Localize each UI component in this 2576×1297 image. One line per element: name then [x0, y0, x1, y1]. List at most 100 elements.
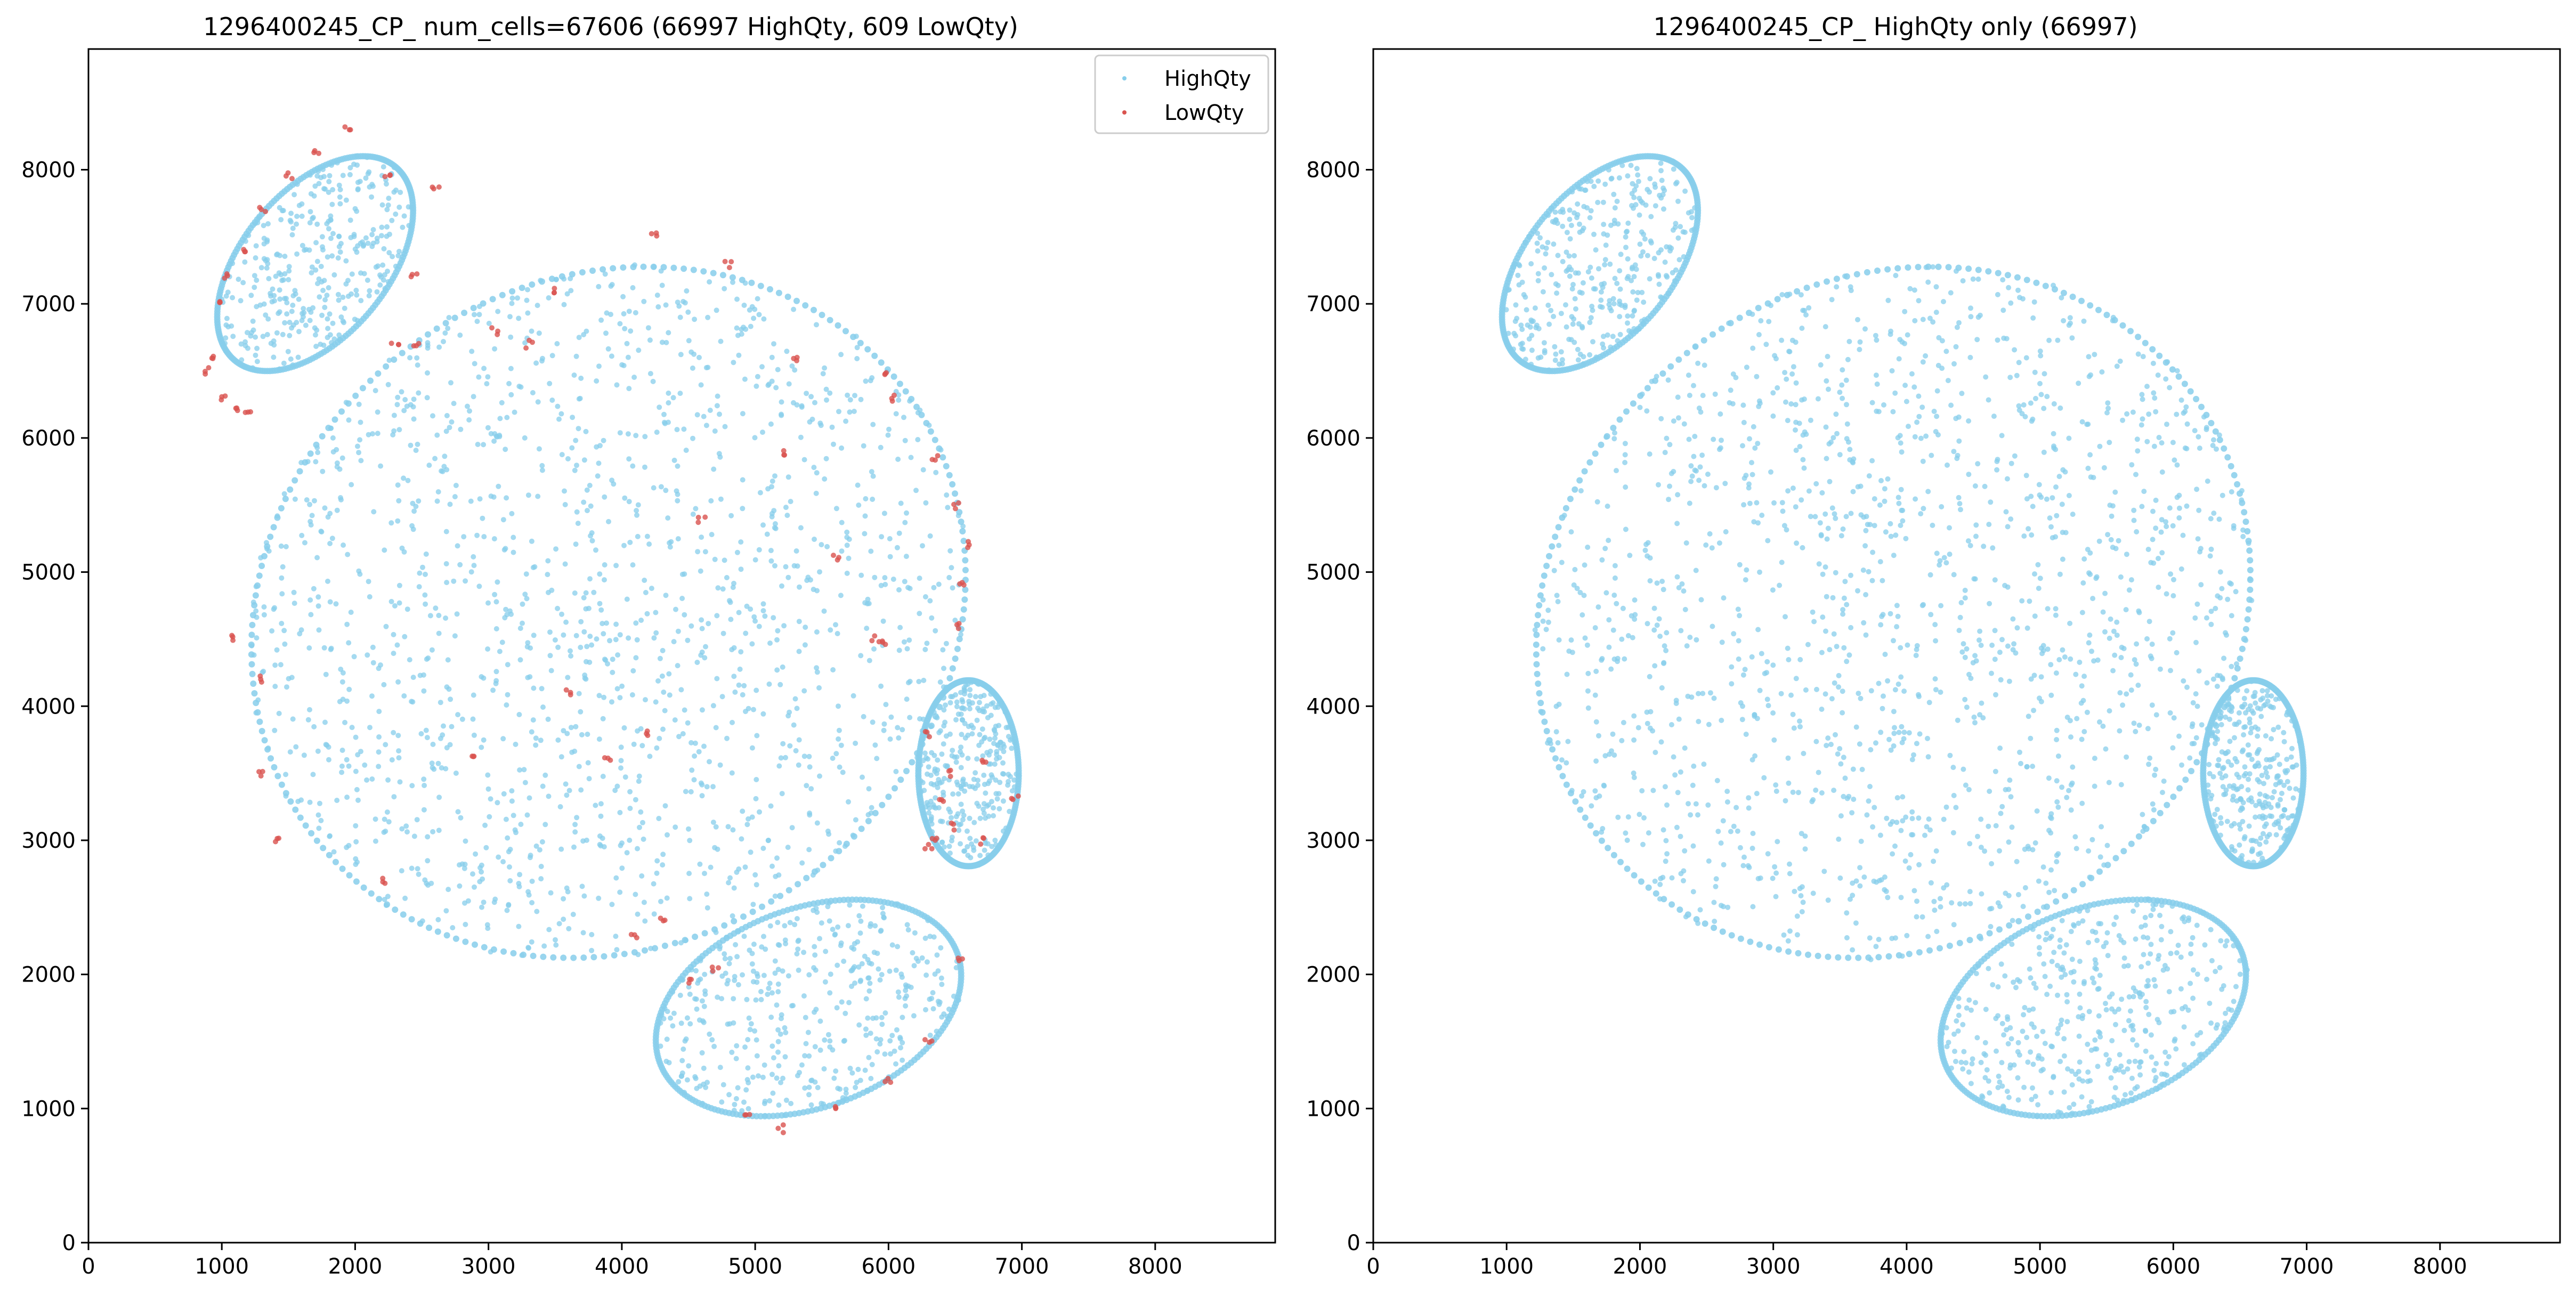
point-highqty: [1829, 696, 1835, 702]
point-highqty: [1846, 652, 1852, 658]
point-highqty: [248, 293, 254, 298]
point-highqty: [943, 463, 950, 469]
point-highqty: [1664, 435, 1670, 441]
point-highqty: [1551, 568, 1557, 573]
point-highqty: [395, 679, 401, 685]
point-highqty: [781, 623, 787, 629]
point-highqty: [2059, 784, 2065, 790]
point-highqty: [974, 756, 980, 762]
point-highqty: [1895, 495, 1901, 500]
point-highqty: [485, 786, 491, 792]
point-highqty: [1639, 788, 1645, 793]
point-highqty: [1559, 560, 1565, 565]
point-highqty: [949, 665, 956, 672]
point-highqty: [895, 456, 901, 462]
point-highqty: [1813, 481, 1819, 487]
point-highqty: [2140, 416, 2145, 422]
point-lowqty: [289, 176, 295, 182]
point-highqty: [242, 343, 248, 348]
point-highqty: [752, 618, 758, 624]
point-highqty: [249, 670, 256, 677]
point-highqty: [787, 920, 793, 926]
point-highqty: [833, 1068, 839, 1074]
point-highqty: [862, 531, 868, 537]
point-highqty: [601, 437, 606, 443]
point-highqty: [501, 791, 507, 797]
point-highqty: [649, 586, 654, 591]
point-highqty: [407, 355, 413, 361]
point-highqty: [1901, 688, 1907, 694]
point-highqty: [2025, 844, 2031, 849]
point-lowqty: [234, 405, 240, 411]
point-highqty: [1673, 701, 1679, 706]
point-highqty: [761, 972, 767, 978]
point-highqty: [306, 645, 312, 651]
point-lowqty: [929, 457, 935, 463]
point-highqty: [1898, 523, 1903, 528]
point-lowqty: [431, 186, 436, 192]
point-highqty: [555, 644, 561, 650]
point-highqty: [701, 1003, 707, 1009]
point-highqty: [315, 603, 321, 609]
point-highqty: [682, 1038, 688, 1044]
point-highqty: [746, 1015, 752, 1021]
point-highqty: [636, 347, 642, 353]
point-highqty: [305, 717, 311, 723]
point-highqty: [2145, 547, 2151, 552]
point-highqty: [1844, 602, 1850, 607]
point-highqty: [271, 354, 277, 360]
point-highqty: [1659, 579, 1665, 584]
point-highqty: [1874, 408, 1880, 414]
point-highqty: [339, 865, 346, 872]
point-highqty: [1593, 758, 1599, 764]
point-highqty: [1614, 601, 1619, 606]
point-highqty: [695, 549, 701, 555]
point-highqty: [1888, 521, 1893, 526]
point-highqty: [1840, 395, 1845, 401]
point-highqty: [858, 572, 864, 578]
point-highqty: [2105, 532, 2111, 538]
point-highqty: [843, 1087, 849, 1092]
point-highqty: [729, 647, 735, 653]
point-highqty: [672, 717, 678, 723]
point-highqty: [1837, 452, 1843, 458]
point-highqty: [1914, 914, 1919, 920]
point-highqty: [812, 1044, 818, 1050]
point-highqty: [2171, 577, 2176, 582]
point-highqty: [670, 1023, 676, 1029]
point-highqty: [2204, 427, 2209, 432]
point-highqty: [2048, 867, 2054, 873]
point-highqty: [581, 457, 587, 463]
point-highqty: [399, 826, 405, 832]
point-highqty: [423, 551, 429, 557]
point-highqty: [1799, 497, 1804, 503]
point-highqty: [1710, 623, 1715, 629]
point-highqty: [946, 806, 952, 812]
point-highqty: [2135, 683, 2141, 688]
point-highqty: [2088, 474, 2094, 480]
point-highqty: [1689, 473, 1695, 479]
point-highqty: [287, 333, 293, 338]
point-highqty: [2028, 735, 2034, 741]
point-highqty: [2196, 668, 2202, 674]
point-highqty: [1642, 547, 1648, 553]
point-lowqty: [980, 759, 986, 765]
point-highqty: [2022, 885, 2028, 890]
point-highqty: [1678, 871, 1684, 877]
point-highqty: [1934, 929, 1940, 934]
point-highqty: [2116, 538, 2121, 544]
point-highqty: [2002, 582, 2008, 588]
point-highqty: [375, 370, 382, 377]
point-highqty: [706, 621, 711, 627]
point-highqty: [850, 693, 856, 699]
point-highqty: [2003, 509, 2009, 515]
point-highqty: [400, 911, 407, 918]
point-lowqty: [688, 977, 694, 982]
point-highqty: [2172, 457, 2177, 463]
point-highqty: [2059, 501, 2065, 507]
point-highqty: [315, 281, 320, 287]
point-highqty: [1954, 456, 1960, 461]
point-highqty: [683, 789, 688, 795]
point-highqty: [2030, 764, 2036, 769]
right-x-tick-label: 1000: [1479, 1254, 1534, 1279]
